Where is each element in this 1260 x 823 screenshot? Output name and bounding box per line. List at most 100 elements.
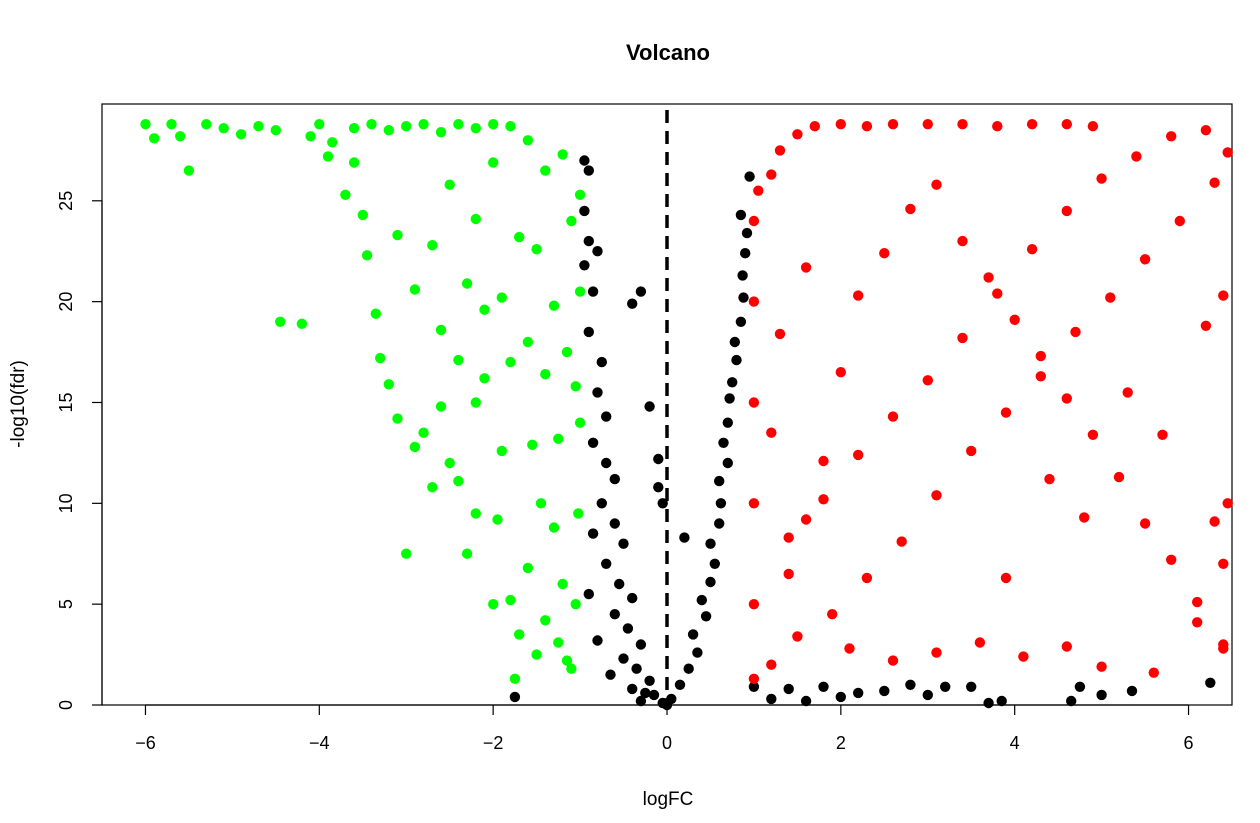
data-point-series-2 xyxy=(922,375,933,386)
data-point-series-2 xyxy=(957,235,968,247)
data-point-series-1 xyxy=(724,393,735,404)
data-point-series-2 xyxy=(931,179,942,190)
data-point-series-1 xyxy=(592,635,603,646)
data-point-series-0 xyxy=(392,413,403,424)
x-tick-label: −6 xyxy=(135,733,156,753)
data-point-series-1 xyxy=(714,475,725,487)
data-point-series-1 xyxy=(509,691,521,703)
data-point-series-1 xyxy=(583,165,594,176)
data-point-series-0 xyxy=(561,655,573,666)
data-point-series-0 xyxy=(435,127,447,138)
data-point-series-1 xyxy=(592,387,603,398)
data-point-series-0 xyxy=(370,308,381,319)
data-point-series-1 xyxy=(800,695,812,707)
data-point-series-1 xyxy=(1074,681,1086,692)
data-point-series-0 xyxy=(540,165,551,176)
data-point-series-0 xyxy=(275,316,286,327)
data-point-series-0 xyxy=(570,381,581,392)
data-point-series-0 xyxy=(140,119,151,130)
y-tick-label: 5 xyxy=(56,599,76,609)
data-point-series-1 xyxy=(583,235,594,247)
data-point-series-0 xyxy=(488,119,499,130)
data-point-series-2 xyxy=(966,445,977,457)
data-point-series-2 xyxy=(1105,292,1116,303)
data-point-series-2 xyxy=(1192,617,1203,628)
data-point-series-0 xyxy=(505,121,516,132)
data-point-series-0 xyxy=(435,324,447,336)
data-point-series-1 xyxy=(766,693,777,705)
data-point-series-2 xyxy=(748,215,760,227)
data-point-series-2 xyxy=(818,455,829,467)
data-point-series-1 xyxy=(579,205,590,217)
data-point-series-2 xyxy=(1000,572,1012,584)
data-point-series-2 xyxy=(853,290,864,301)
data-point-series-2 xyxy=(931,490,942,501)
data-point-series-0 xyxy=(574,286,586,297)
data-point-series-1 xyxy=(696,594,707,606)
data-point-series-2 xyxy=(1026,244,1038,255)
data-point-series-1 xyxy=(1126,685,1138,697)
y-axis-title: -log10(fdr) xyxy=(8,360,29,448)
data-point-series-1 xyxy=(727,377,738,388)
data-point-series-2 xyxy=(887,655,899,666)
data-point-series-0 xyxy=(235,129,247,140)
data-point-series-0 xyxy=(401,121,412,132)
data-point-series-2 xyxy=(1192,596,1203,608)
data-point-series-0 xyxy=(531,649,542,660)
data-point-series-1 xyxy=(583,326,594,338)
data-point-series-1 xyxy=(635,286,647,297)
data-point-series-2 xyxy=(774,328,786,340)
data-point-series-1 xyxy=(722,457,733,469)
data-point-series-2 xyxy=(1061,205,1073,217)
data-point-series-2 xyxy=(1157,429,1168,440)
x-tick-label: 0 xyxy=(662,733,672,753)
data-point-series-1 xyxy=(722,417,733,428)
data-point-series-1 xyxy=(679,532,690,543)
data-point-series-0 xyxy=(488,157,499,168)
data-point-series-1 xyxy=(735,316,747,327)
data-point-series-1 xyxy=(715,498,727,509)
data-point-series-2 xyxy=(1222,147,1233,158)
data-point-series-1 xyxy=(631,663,642,674)
data-point-series-2 xyxy=(1218,290,1229,301)
data-point-series-1 xyxy=(635,639,647,650)
data-point-series-0 xyxy=(514,231,525,243)
data-point-series-1 xyxy=(683,663,694,674)
data-point-series-2 xyxy=(753,185,764,196)
data-point-series-0 xyxy=(505,594,516,606)
data-point-series-1 xyxy=(718,437,729,448)
data-point-series-1 xyxy=(783,683,794,695)
data-point-series-2 xyxy=(1070,326,1081,338)
data-point-series-0 xyxy=(348,157,360,168)
data-point-series-0 xyxy=(535,498,547,509)
data-point-series-0 xyxy=(175,131,186,142)
data-point-series-1 xyxy=(709,558,720,569)
data-point-series-0 xyxy=(492,514,503,525)
data-point-series-0 xyxy=(461,548,473,559)
data-point-series-2 xyxy=(748,498,760,509)
data-point-series-0 xyxy=(296,318,308,329)
data-point-series-0 xyxy=(531,244,542,255)
x-tick-label: −2 xyxy=(483,733,504,753)
data-point-series-0 xyxy=(573,508,584,519)
data-point-series-0 xyxy=(453,119,464,130)
data-point-series-1 xyxy=(748,681,760,692)
y-axis: 0 5 10 15 20 25 xyxy=(56,191,103,710)
data-point-series-0 xyxy=(553,637,564,648)
data-point-series-0 xyxy=(218,123,229,134)
data-point-series-2 xyxy=(1087,121,1099,132)
data-point-series-0 xyxy=(305,131,316,142)
data-point-series-2 xyxy=(800,514,812,525)
data-point-series-1 xyxy=(737,270,748,281)
data-point-series-2 xyxy=(1218,558,1229,569)
chart-title: Volcano xyxy=(626,40,710,65)
data-point-series-1 xyxy=(1096,689,1107,701)
data-point-series-1 xyxy=(609,473,620,485)
data-point-series-0 xyxy=(557,149,568,160)
data-point-series-1 xyxy=(587,437,599,448)
data-point-series-1 xyxy=(609,609,620,620)
data-point-series-0 xyxy=(314,119,325,130)
data-point-series-0 xyxy=(522,562,534,574)
data-point-series-0 xyxy=(574,189,586,200)
data-point-series-2 xyxy=(1044,473,1055,485)
